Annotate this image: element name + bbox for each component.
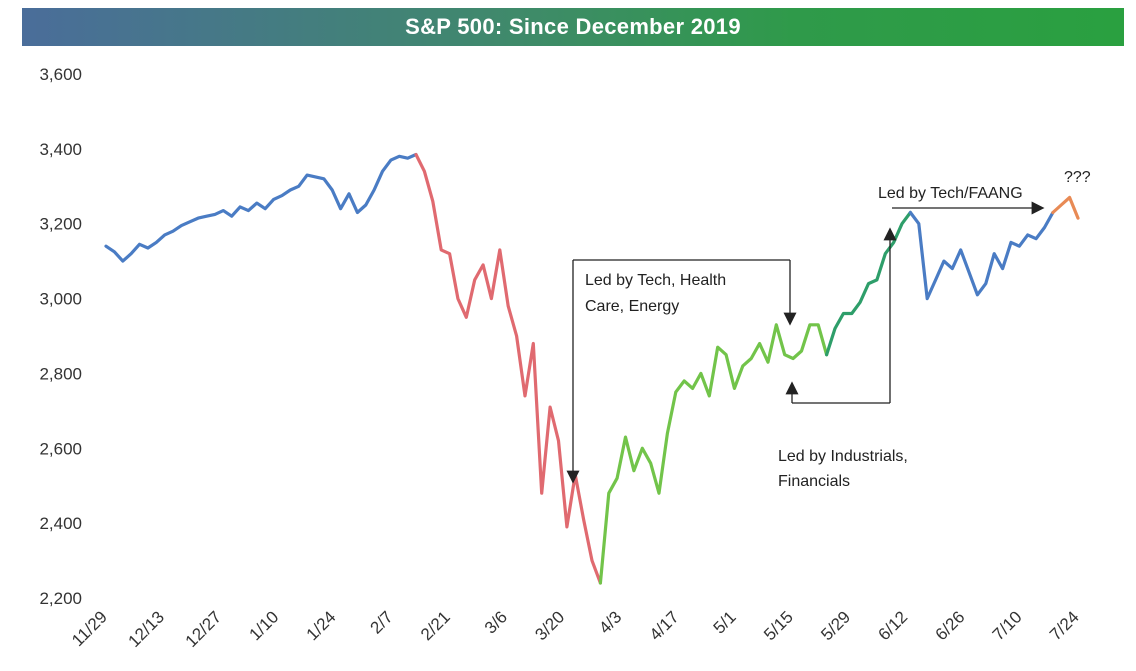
x-tick-label: 3/20 <box>531 607 568 644</box>
annotation-question: ??? <box>1064 169 1091 186</box>
annotations: Led by Tech, Health Care, Energy Led by … <box>566 169 1091 490</box>
y-tick-label: 2,600 <box>39 439 82 458</box>
y-tick-label: 2,200 <box>39 589 82 608</box>
series-line-recovery-tech <box>598 323 829 585</box>
y-tick-label: 2,800 <box>39 364 82 383</box>
x-axis: 11/29 12/13 12/27 1/10 1/24 2/7 2/21 3/6 3/20 4/3… <box>68 607 1083 651</box>
x-tick-label: 6/26 <box>932 607 969 644</box>
chart-title-bar: S&P 500: Since December 2019 <box>22 8 1124 46</box>
annotation-tech-health-energy: Led by Tech, Health Care, Energy <box>566 259 797 484</box>
annotation-text-line2: Care, Energy <box>585 298 679 315</box>
annotation-text-line1: Led by Industrials, <box>778 448 908 465</box>
annotation-text: ??? <box>1064 169 1091 186</box>
x-tick-label: 7/24 <box>1046 607 1083 644</box>
x-tick-label: 3/6 <box>481 607 511 637</box>
x-tick-label: 4/17 <box>646 607 683 644</box>
y-tick-label: 3,600 <box>39 65 82 84</box>
annotation-industrials-financials: Led by Industrials, Financials <box>778 227 908 490</box>
annotation-tech-faang: Led by Tech/FAANG <box>878 185 1045 215</box>
y-tick-label: 3,200 <box>39 215 82 234</box>
price-series <box>104 152 1080 585</box>
x-tick-label: 11/29 <box>68 607 111 650</box>
annotation-text-line2: Financials <box>778 473 850 490</box>
x-tick-label: 2/7 <box>367 607 397 637</box>
y-tick-label: 2,400 <box>39 514 82 533</box>
annotation-text-line1: Led by Tech, Health <box>585 272 726 289</box>
x-tick-label: 4/3 <box>595 607 625 637</box>
series-line-pre-crash <box>104 152 418 263</box>
chart-title: S&P 500: Since December 2019 <box>405 14 741 39</box>
series-line-post-peak <box>908 210 1055 301</box>
x-tick-label: 12/27 <box>182 607 226 651</box>
x-tick-label: 6/12 <box>874 607 911 644</box>
x-tick-label: 5/1 <box>710 607 740 637</box>
x-tick-label: 12/13 <box>124 607 168 651</box>
x-tick-label: 1/10 <box>246 607 283 644</box>
annotation-text: Led by Tech/FAANG <box>878 185 1023 202</box>
y-tick-label: 3,400 <box>39 140 82 159</box>
x-tick-label: 5/29 <box>817 607 854 644</box>
y-tick-label: 3,000 <box>39 290 82 309</box>
y-axis: 2,200 2,400 2,600 2,800 3,000 3,200 3,400 3,600 <box>39 65 82 608</box>
series-line-selloff <box>414 152 603 585</box>
x-tick-label: 7/10 <box>989 607 1026 644</box>
series-line-latest <box>1051 195 1080 220</box>
series-line-industrials <box>824 210 913 357</box>
x-tick-label: 1/24 <box>303 607 340 644</box>
x-tick-label: 5/15 <box>760 607 797 644</box>
x-tick-label: 2/21 <box>417 607 454 644</box>
